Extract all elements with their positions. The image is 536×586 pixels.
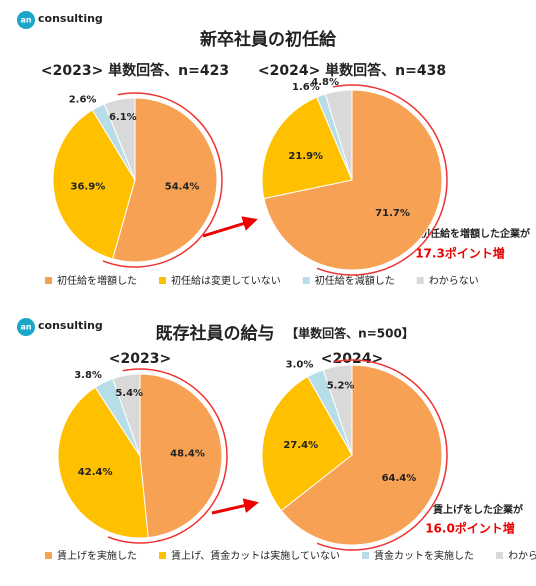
- legend-label: 初任給を減額した: [315, 274, 395, 287]
- value-label: 48.4%: [170, 449, 205, 460]
- legend-label: 初任給を増額した: [57, 274, 137, 287]
- legend-label: わからない: [508, 550, 536, 562]
- highlight-arc: [102, 92, 223, 268]
- legend-label: 賃上げを実施した: [57, 549, 137, 562]
- pie-slice: [322, 364, 353, 456]
- value-label: 71.7%: [375, 208, 410, 219]
- pie-subtitle: <2023> 単数回答、n=423: [41, 62, 229, 79]
- value-label: 42.4%: [78, 467, 113, 478]
- section-title: 既存社員の給与: [156, 323, 275, 344]
- section-title: 新卒社員の初任給: [200, 29, 337, 50]
- logo-mark: [17, 318, 35, 336]
- pie-slice: [324, 89, 353, 181]
- legend-swatch: [159, 552, 166, 559]
- pie-slice: [112, 373, 141, 457]
- pie-slice: [57, 386, 149, 539]
- value-label: 64.4%: [382, 473, 417, 484]
- legend-label: 賃上げ、賃金カットは実施していない: [171, 549, 340, 562]
- value-label: 6.1%: [109, 112, 137, 123]
- value-label: 3.8%: [74, 370, 102, 381]
- value-label: 36.9%: [71, 181, 106, 192]
- annotation-highlight: 16.0ポイント増: [425, 521, 515, 536]
- legend-swatch: [45, 277, 52, 284]
- legend-label: 初任給は変更していない: [171, 274, 281, 287]
- value-label: 54.4%: [165, 182, 200, 193]
- legend-label: 賃金カットを実施した: [374, 549, 474, 562]
- pie-slice: [261, 376, 353, 512]
- pie-subtitle: <2024> 単数回答、n=438: [258, 62, 446, 79]
- logo-text: consulting: [38, 12, 103, 25]
- legend-swatch: [159, 277, 166, 284]
- value-label: 1.6%: [292, 82, 320, 93]
- value-label: 2.6%: [69, 94, 97, 105]
- arrow: [211, 498, 259, 515]
- arrow: [202, 216, 258, 238]
- logo-mark-text: an: [20, 323, 31, 332]
- pie-slice: [280, 364, 443, 546]
- legend-swatch: [362, 552, 369, 559]
- annotation-highlight: 17.3ポイント増: [415, 246, 505, 261]
- highlight-arc: [316, 359, 448, 551]
- legend-swatch: [496, 552, 503, 559]
- pie-slice: [139, 373, 223, 539]
- pie-slice: [103, 97, 136, 181]
- section-note: 【単数回答、n=500】: [286, 326, 414, 341]
- pie-slice: [112, 97, 218, 263]
- legend-swatch: [302, 277, 310, 284]
- legend-swatch: [45, 552, 52, 559]
- value-label: 3.0%: [286, 360, 314, 371]
- annotation: 賃上げをした企業が: [432, 503, 524, 516]
- logo-text: consulting: [38, 319, 103, 332]
- pie-slice: [261, 96, 353, 200]
- logo-mark-text: an: [20, 16, 31, 25]
- logo-mark: [17, 11, 35, 29]
- legend-swatch: [416, 277, 424, 284]
- value-label: 4.8%: [311, 77, 339, 88]
- highlight-arc: [316, 84, 448, 276]
- pie-subtitle: <2024>: [321, 351, 383, 367]
- highlight-arc: [107, 368, 228, 544]
- annotation: 初任給を増額した企業が: [420, 227, 531, 240]
- value-label: 27.4%: [283, 440, 318, 451]
- pie-subtitle: <2023>: [109, 351, 171, 367]
- pie-slice: [263, 89, 443, 271]
- value-label: 5.2%: [327, 381, 355, 392]
- legend-label: わからない: [429, 275, 479, 287]
- value-label: 5.4%: [115, 388, 143, 399]
- value-label: 21.9%: [288, 151, 323, 162]
